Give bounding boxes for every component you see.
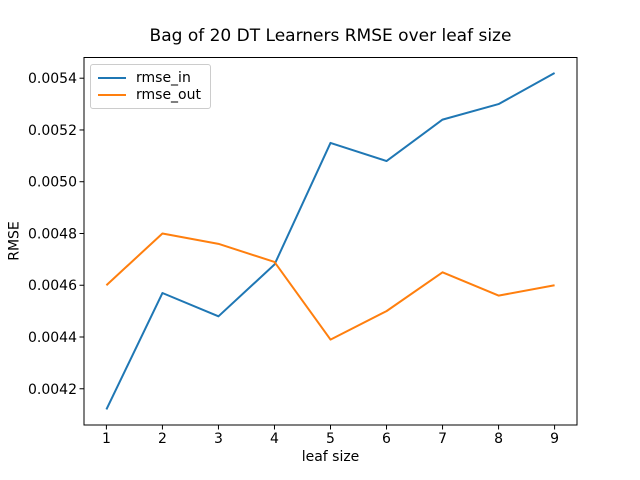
x-tick-label: 7 [438,431,447,447]
x-tick-label: 8 [494,431,503,447]
series-line-rmse_out [105,232,555,341]
y-tick-label: 0.0050 [28,175,77,191]
axes-frame [83,57,578,426]
x-tick-label: 4 [270,431,279,447]
x-tick-label: 2 [158,431,167,447]
legend: rmse_in rmse_out [90,64,211,109]
legend-item-rmse-in: rmse_in [98,69,202,87]
y-tick-label: 0.0042 [28,382,77,398]
y-tick-label: 0.0048 [28,226,77,242]
y-tick-label: 0.0044 [28,330,77,346]
x-tick-label: 1 [102,431,111,447]
series-line-rmse_in [105,72,556,410]
y-tick-label: 0.0052 [28,123,77,139]
legend-label-rmse-out: rmse_out [136,87,201,104]
chart-title: Bag of 20 DT Learners RMSE over leaf siz… [149,26,512,46]
y-tick-label: 0.0046 [28,278,77,294]
x-tick-label: 5 [326,431,335,447]
legend-label-rmse-in: rmse_in [136,69,191,86]
legend-line-swatch-rmse-in [98,76,126,79]
legend-item-rmse-out: rmse_out [98,87,202,105]
x-tick-label: 9 [550,431,559,447]
legend-line-swatch-rmse-out [98,94,126,97]
x-tick-label: 3 [214,431,223,447]
x-tick-label: 6 [382,431,391,447]
y-tick-label: 0.0054 [28,71,77,87]
x-axis-label: leaf size [301,449,360,465]
y-axis-label: RMSE [6,221,23,261]
